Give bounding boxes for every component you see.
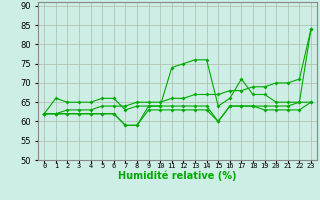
X-axis label: Humidité relative (%): Humidité relative (%) — [118, 171, 237, 181]
